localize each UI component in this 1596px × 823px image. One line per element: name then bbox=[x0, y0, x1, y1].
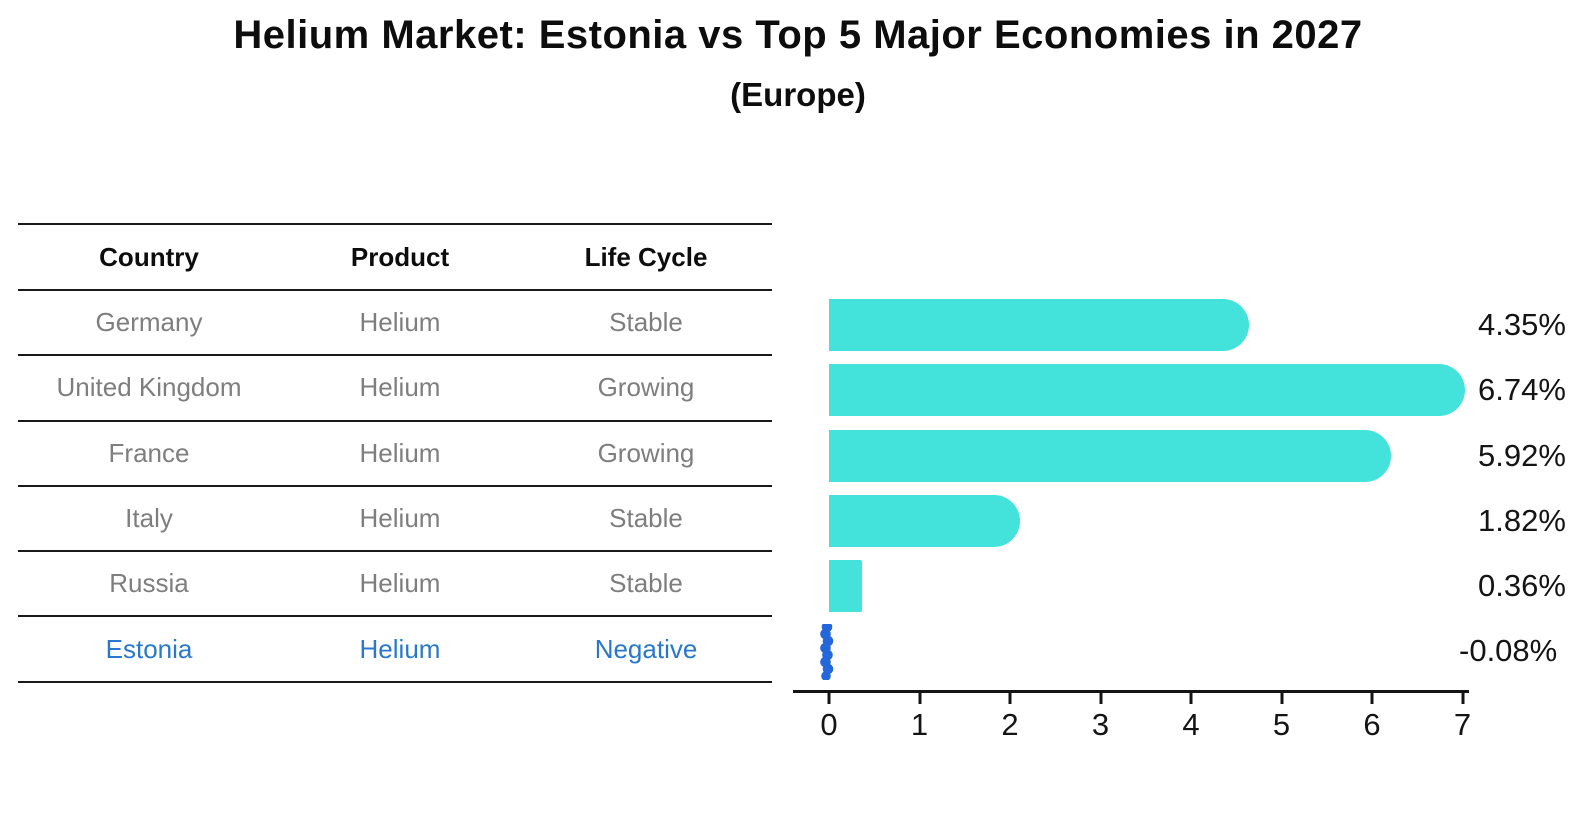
table-cell-lifecycle: Stable bbox=[609, 568, 683, 599]
table-cell-product: Helium bbox=[359, 503, 441, 534]
table-row-estonia: Estonia Helium Negative bbox=[18, 616, 772, 682]
table-cell-country: Russia bbox=[109, 568, 189, 599]
table-cell-country: Italy bbox=[125, 503, 173, 534]
x-axis-tick-label: 1 bbox=[910, 707, 929, 742]
table-cell-product: Helium bbox=[359, 568, 441, 599]
x-axis-tick-label: 6 bbox=[1363, 707, 1381, 742]
x-axis-tick bbox=[918, 693, 921, 704]
bar-united-kingdom bbox=[829, 364, 1465, 416]
x-axis-tick-label: 0 bbox=[820, 707, 838, 742]
table-row-germany: Germany Helium Stable bbox=[18, 290, 772, 356]
table-cell-country: United Kingdom bbox=[56, 372, 242, 403]
x-axis-tick-label: 7 bbox=[1453, 707, 1472, 742]
value-label-estonia: -0.08% bbox=[1459, 633, 1558, 668]
table-header-row: Country Product Life Cycle bbox=[18, 224, 772, 290]
x-axis-tick-label: 2 bbox=[1001, 707, 1019, 742]
table-cell-lifecycle: Negative bbox=[594, 633, 698, 664]
table-cell-product: Helium bbox=[359, 372, 441, 403]
table-cell-lifecycle: Growing bbox=[597, 437, 695, 468]
table-cell-country: France bbox=[108, 437, 190, 468]
table-cell-country: Germany bbox=[95, 307, 203, 338]
table-row-france: France Helium Growing bbox=[18, 421, 772, 486]
value-label-united-kingdom: 6.74% bbox=[1478, 372, 1566, 407]
x-axis-tick bbox=[1461, 693, 1464, 704]
bar-russia bbox=[829, 560, 862, 612]
value-label-italy: 1.82% bbox=[1478, 503, 1566, 538]
x-axis-tick bbox=[1189, 693, 1193, 704]
table-cell-lifecycle: Growing bbox=[597, 372, 695, 403]
bar-germany bbox=[829, 299, 1249, 351]
x-axis-line bbox=[793, 690, 1469, 693]
table-header-country: Country bbox=[99, 241, 199, 272]
x-axis-tick bbox=[827, 693, 831, 704]
x-axis-tick-label: 3 bbox=[1091, 707, 1110, 742]
bar-italy bbox=[829, 495, 1020, 547]
bar-estonia-negative bbox=[820, 624, 834, 680]
table-row-united-kingdom: United Kingdom Helium Growing bbox=[18, 355, 772, 421]
x-axis-tick bbox=[1370, 693, 1374, 704]
table-cell-product: Helium bbox=[359, 437, 441, 468]
country-table: Country Product Life Cycle Germany Heliu… bbox=[18, 223, 772, 683]
value-label-germany: 4.35% bbox=[1478, 307, 1566, 342]
bar-france bbox=[829, 430, 1391, 482]
table-header-lifecycle: Life Cycle bbox=[584, 241, 708, 272]
table-cell-lifecycle: Stable bbox=[609, 307, 683, 338]
table-row-russia: Russia Helium Stable bbox=[18, 551, 772, 617]
chart-title: Helium Market: Estonia vs Top 5 Major Ec… bbox=[233, 13, 1363, 57]
value-label-russia: 0.36% bbox=[1478, 568, 1566, 603]
x-axis-tick bbox=[1099, 693, 1102, 704]
chart-subtitle: (Europe) bbox=[730, 76, 866, 113]
table-cell-lifecycle: Stable bbox=[609, 503, 683, 534]
x-axis-tick-label: 4 bbox=[1182, 707, 1200, 742]
x-axis-tick bbox=[1280, 693, 1283, 704]
table-row-italy: Italy Helium Stable bbox=[18, 486, 772, 552]
value-label-france: 5.92% bbox=[1478, 438, 1566, 473]
x-axis-tick-label: 5 bbox=[1272, 707, 1291, 742]
table-header-product: Product bbox=[350, 241, 450, 272]
x-axis-tick bbox=[1008, 693, 1012, 704]
table-cell-country: Estonia bbox=[105, 633, 193, 664]
table-cell-product: Helium bbox=[359, 307, 441, 338]
table-cell-product: Helium bbox=[359, 633, 441, 664]
